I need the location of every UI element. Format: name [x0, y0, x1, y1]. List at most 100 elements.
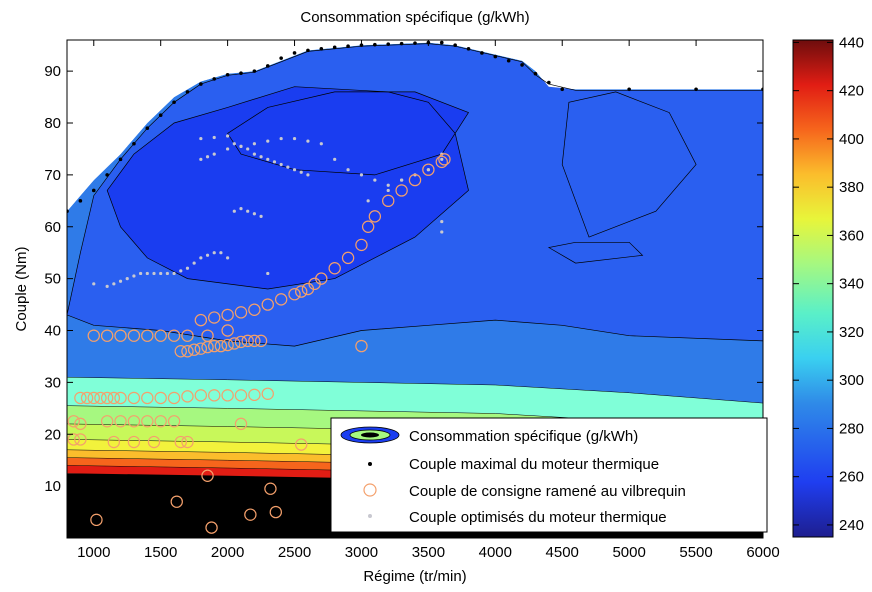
setpoint-point: [435, 155, 448, 169]
colorbar-gradient: [792, 39, 834, 538]
legend-symbol-optimized: [368, 514, 372, 518]
optimized-point: [205, 253, 210, 257]
max-torque-point: [560, 87, 565, 92]
max-torque-point: [239, 71, 243, 75]
setpoint-point: [141, 391, 154, 405]
setpoint-point: [167, 391, 181, 405]
setpoint-point: [201, 469, 214, 482]
setpoint-point: [234, 417, 248, 431]
setpoint-point: [208, 339, 221, 353]
setpoint-point: [395, 184, 408, 197]
setpoint-point: [261, 298, 274, 311]
y-tick-label: 80: [44, 115, 61, 132]
optimized-point: [152, 271, 156, 276]
setpoint-point: [74, 433, 87, 446]
legend-box: [330, 417, 768, 533]
setpoint-point: [194, 313, 208, 327]
setpoint-point: [100, 391, 114, 405]
setpoint-point: [355, 339, 368, 353]
optimized-point: [319, 142, 323, 146]
optimized-point: [346, 168, 350, 172]
max-torque-point: [332, 45, 337, 50]
max-torque-point: [158, 113, 163, 118]
legend-symbol-maxtorque: [368, 462, 372, 466]
max-torque-point: [172, 100, 176, 105]
colorbar-tick-label: 260: [839, 469, 864, 486]
optimized-point: [232, 209, 236, 213]
optimized-point: [239, 144, 243, 148]
setpoint-point: [234, 389, 248, 402]
max-torque-point: [225, 72, 230, 77]
max-torque-point: [346, 44, 350, 49]
x-axis-label: Régime (tr/min): [363, 568, 466, 585]
setpoint-point: [382, 194, 395, 208]
optimized-point: [272, 160, 277, 164]
optimized-point: [139, 271, 143, 276]
setpoint-point: [368, 210, 382, 223]
contour-line-small: [547, 241, 644, 264]
setpoint-point: [74, 391, 87, 405]
x-tick-label: 3000: [345, 544, 378, 561]
optimized-point: [212, 135, 216, 140]
optimized-point: [192, 261, 196, 265]
setpoint-point: [315, 272, 328, 285]
optimized-point: [292, 168, 297, 172]
setpoint-point: [167, 415, 181, 428]
max-torque-point: [319, 47, 324, 51]
optimized-point: [440, 157, 444, 161]
setpoint-point: [361, 220, 375, 233]
setpoint-point: [127, 415, 141, 428]
optimized-point: [373, 178, 377, 182]
max-torque-point: [265, 64, 270, 68]
y-tick-label: 30: [44, 374, 61, 391]
max-torque-point: [627, 87, 631, 92]
optimized-point: [259, 155, 263, 159]
max-torque-point: [118, 157, 123, 162]
max-torque-point: [386, 42, 391, 46]
max-torque-point: [439, 40, 444, 45]
optimized-point: [219, 251, 223, 255]
legend-symbol-setpoint: [363, 483, 377, 497]
max-torque-point: [292, 51, 297, 55]
max-torque-point: [399, 41, 404, 46]
series-points: [67, 40, 763, 534]
max-torque-point: [145, 126, 150, 130]
colorbar-tick-label: 400: [839, 131, 864, 148]
x-tick-label: 2500: [278, 544, 311, 561]
optimized-point: [226, 147, 230, 151]
optimized-point: [199, 157, 203, 161]
colorbar-tick-label: 280: [839, 420, 864, 437]
y-tick-label: 50: [44, 271, 61, 288]
setpoint-point: [181, 329, 194, 342]
setpoint-point: [174, 345, 187, 358]
setpoint-point: [174, 435, 187, 449]
optimized-point: [179, 269, 183, 273]
optimized-point: [205, 155, 210, 159]
setpoint-point: [264, 482, 277, 495]
optimized-point: [145, 271, 149, 276]
y-axis-label: Couple (Nm): [13, 246, 30, 331]
setpoint-point: [341, 251, 355, 265]
optimized-point: [259, 214, 263, 218]
optimized-point: [266, 139, 270, 143]
setpoint-point: [127, 435, 141, 449]
setpoint-point: [107, 435, 121, 449]
colorbar-ticks: 240 260 280 300 320 340 360 380 400 420 440: [793, 34, 864, 534]
setpoint-point: [328, 262, 341, 275]
max-torque-point: [466, 47, 471, 51]
setpoint-point: [422, 163, 435, 176]
setpoint-point: [194, 342, 208, 355]
optimized-point: [266, 157, 270, 161]
optimized-point: [279, 136, 283, 141]
colorbar-tick-label: 320: [839, 324, 864, 341]
region-above-max-torque: [67, 40, 763, 212]
setpoint-point: [221, 389, 234, 402]
x-tick-label: 1500: [144, 544, 177, 561]
max-torque-point: [480, 51, 484, 55]
max-torque-point: [520, 63, 524, 67]
contour-band-2: [67, 449, 763, 484]
optimized-point: [440, 230, 444, 234]
x-tick-label: 6000: [746, 544, 779, 561]
optimized-point: [239, 206, 243, 211]
setpoint-point: [167, 329, 181, 342]
